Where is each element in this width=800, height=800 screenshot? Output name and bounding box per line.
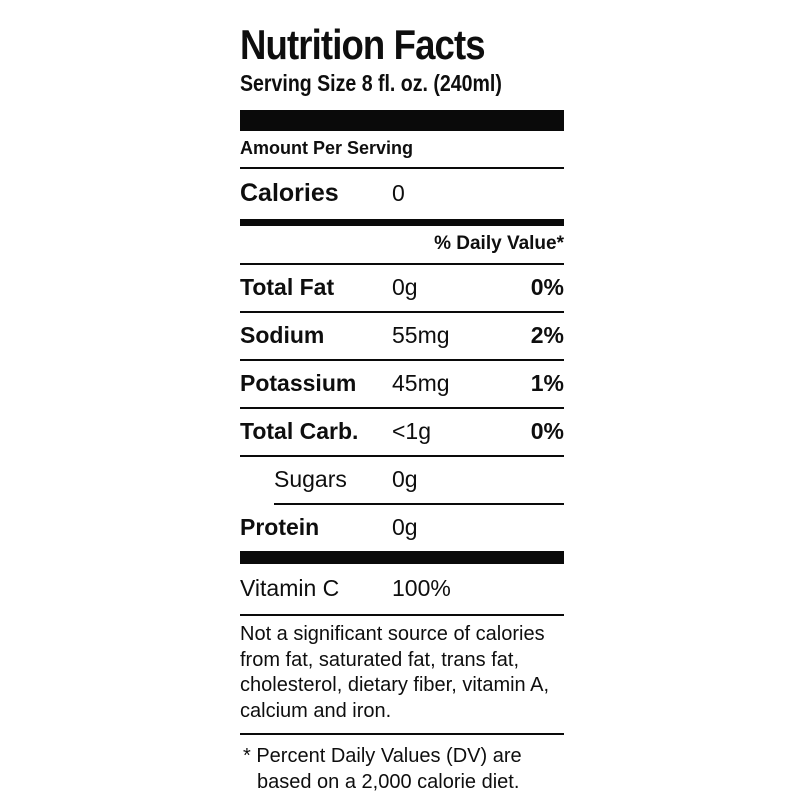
nutrient-row-total-fat: Total Fat 0g 0% <box>240 265 564 311</box>
nutrient-name: Potassium <box>240 370 357 396</box>
nutrient-daily-value: 1% <box>530 370 564 396</box>
nutrient-amount: <1g <box>392 418 432 444</box>
calories-row: Calories 0 <box>240 169 564 219</box>
divider <box>240 733 564 736</box>
divider <box>240 167 564 169</box>
nutrient-daily-value: 0% <box>530 274 564 300</box>
vitamin-row-vitamin-c: Vitamin C 100% <box>240 564 564 614</box>
nutrient-row-potassium: Potassium 45mg 1% <box>240 361 564 407</box>
vitamin-name: Vitamin C <box>240 575 340 601</box>
divider <box>240 311 564 313</box>
vitamin-value: 100% <box>392 575 451 601</box>
nutrient-name: Sugars <box>274 466 347 492</box>
separator-bar-top <box>240 110 564 131</box>
divider <box>240 455 564 457</box>
nutrient-name: Total Fat <box>240 274 335 300</box>
nutrition-label: Nutrition Facts Serving Size 8 fl. oz. (… <box>240 24 564 796</box>
divider <box>240 407 564 409</box>
nutrient-name: Protein <box>240 514 320 540</box>
nutrient-daily-value: 0% <box>530 418 564 444</box>
divider <box>240 359 564 361</box>
nutrient-row-sugars: Sugars 0g <box>240 457 564 503</box>
nutrient-daily-value: 2% <box>530 322 564 348</box>
nutrient-amount: 45mg <box>392 370 450 396</box>
separator-bar-calories <box>240 219 564 226</box>
separator-bar-vitamins <box>240 551 564 564</box>
divider <box>240 614 564 616</box>
footnote-percent-daily-values: * Percent Daily Values (DV) are based on… <box>243 745 522 793</box>
divider <box>240 263 564 265</box>
nutrient-amount: 0g <box>392 514 418 540</box>
nutrient-name: Sodium <box>240 322 325 348</box>
nutrient-amount: 55mg <box>392 322 450 348</box>
footnote-not-significant-source: Not a significant source of calories fro… <box>240 623 550 722</box>
nutrient-name: Total Carb. <box>240 418 359 444</box>
nutrient-amount: 0g <box>392 274 418 300</box>
nutrient-row-protein: Protein 0g <box>240 505 564 551</box>
calories-label: Calories <box>240 179 339 207</box>
nutrient-amount: 0g <box>392 466 418 492</box>
serving-size: Serving Size 8 fl. oz. (240ml) <box>240 70 502 96</box>
label-title: Nutrition Facts <box>240 21 486 68</box>
daily-value-header: % Daily Value* <box>434 233 564 254</box>
divider-indented <box>274 503 564 505</box>
nutrient-row-total-carb: Total Carb. <1g 0% <box>240 409 564 455</box>
calories-value: 0 <box>392 180 405 206</box>
amount-per-serving-header: Amount Per Serving <box>240 138 414 158</box>
nutrient-row-sodium: Sodium 55mg 2% <box>240 313 564 359</box>
